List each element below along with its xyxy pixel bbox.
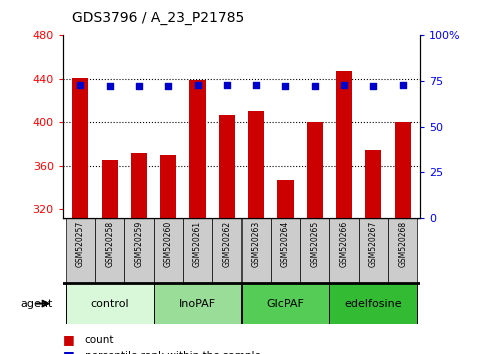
Bar — [131, 153, 147, 218]
Bar — [359, 218, 388, 283]
Text: GSM520258: GSM520258 — [105, 221, 114, 267]
Bar — [219, 115, 235, 218]
Bar — [66, 283, 154, 324]
Text: GSM520257: GSM520257 — [76, 221, 85, 267]
Text: GSM520266: GSM520266 — [340, 221, 349, 267]
Bar — [329, 218, 359, 283]
Point — [311, 84, 319, 89]
Bar — [154, 218, 183, 283]
Bar — [242, 283, 329, 324]
Bar — [72, 78, 88, 218]
Bar — [388, 218, 417, 283]
Text: GSM520265: GSM520265 — [310, 221, 319, 267]
Text: GSM520263: GSM520263 — [252, 221, 261, 267]
Text: percentile rank within the sample: percentile rank within the sample — [85, 351, 260, 354]
Text: GSM520262: GSM520262 — [222, 221, 231, 267]
Bar — [101, 160, 118, 218]
Text: edelfosine: edelfosine — [344, 298, 402, 309]
Point — [194, 82, 201, 87]
Bar — [95, 218, 124, 283]
Point — [252, 82, 260, 87]
Bar — [365, 150, 382, 218]
Text: InoPAF: InoPAF — [179, 298, 216, 309]
Bar — [66, 218, 95, 283]
Bar — [189, 80, 206, 218]
Bar — [271, 218, 300, 283]
Point — [164, 84, 172, 89]
Text: GSM520259: GSM520259 — [134, 221, 143, 267]
Point — [106, 84, 114, 89]
Text: GSM520264: GSM520264 — [281, 221, 290, 267]
Text: count: count — [85, 335, 114, 345]
Text: GlcPAF: GlcPAF — [267, 298, 304, 309]
Point — [369, 84, 377, 89]
Text: GSM520267: GSM520267 — [369, 221, 378, 267]
Point — [76, 82, 84, 87]
Text: GSM520261: GSM520261 — [193, 221, 202, 267]
Bar — [248, 112, 264, 218]
Point — [340, 82, 348, 87]
Bar — [154, 283, 242, 324]
Bar — [329, 283, 417, 324]
Text: GSM520268: GSM520268 — [398, 221, 407, 267]
Bar — [307, 122, 323, 218]
Bar — [336, 71, 352, 218]
Bar — [212, 218, 242, 283]
Bar — [277, 180, 294, 218]
Bar — [160, 155, 176, 218]
Text: GDS3796 / A_23_P21785: GDS3796 / A_23_P21785 — [72, 11, 245, 25]
Point — [135, 84, 143, 89]
Bar — [242, 218, 271, 283]
Text: agent: agent — [21, 298, 53, 309]
Point — [399, 82, 407, 87]
Text: control: control — [90, 298, 129, 309]
Bar — [183, 218, 212, 283]
Bar — [395, 122, 411, 218]
Bar — [124, 218, 154, 283]
Text: ■: ■ — [63, 333, 74, 346]
Bar — [300, 218, 329, 283]
Text: ■: ■ — [63, 349, 74, 354]
Point — [223, 82, 231, 87]
Point — [282, 84, 289, 89]
Text: GSM520260: GSM520260 — [164, 221, 173, 267]
